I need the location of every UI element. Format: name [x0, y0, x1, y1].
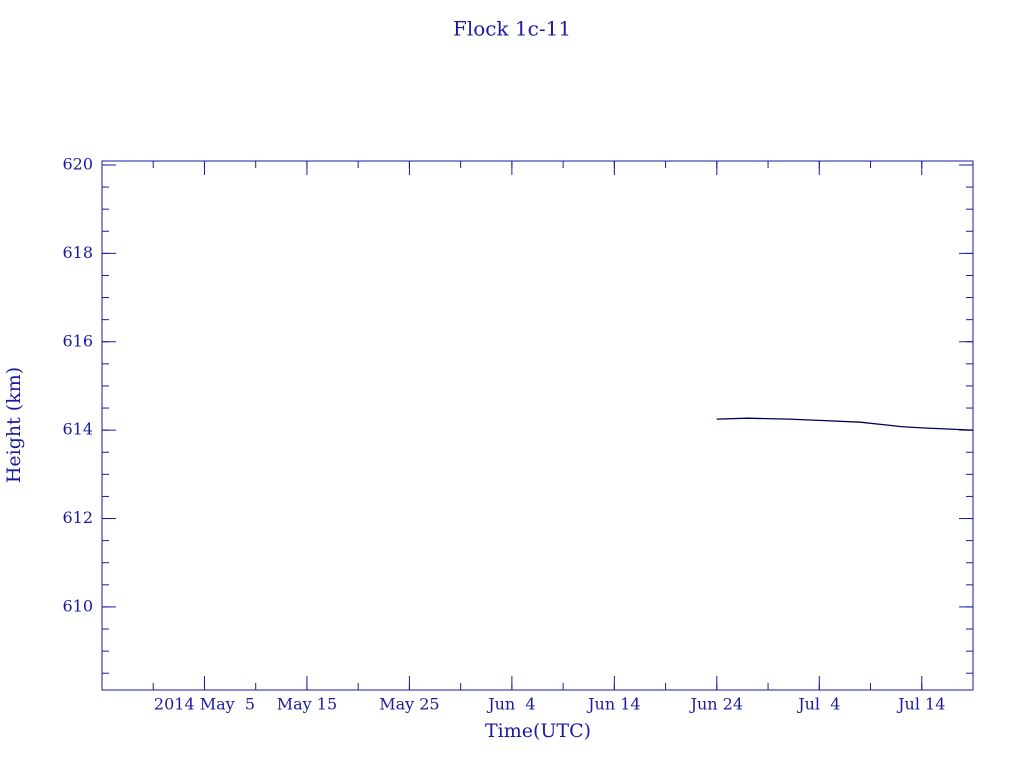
x-tick-label: Jun 4: [486, 695, 535, 714]
x-tick-label: Jun 24: [689, 695, 743, 714]
y-tick-label: 614: [62, 420, 93, 439]
y-tick-label: 610: [62, 596, 93, 615]
x-tick-label: Jun 14: [586, 695, 640, 714]
x-tick-label: May 15: [277, 695, 337, 714]
plot-frame: [101, 160, 974, 691]
x-axis-label: Time(UTC): [485, 720, 591, 742]
y-tick-label: 620: [62, 154, 93, 173]
x-tick-label: 2014 May 5: [154, 695, 255, 714]
y-axis-label: Height (km): [3, 367, 25, 483]
x-tick-label: Jul 14: [896, 695, 945, 714]
y-tick-label: 616: [62, 331, 93, 350]
data-line: [716, 417, 974, 431]
x-tick-label: May 25: [379, 695, 439, 714]
y-tick-label: 612: [62, 508, 93, 527]
x-tick-label: Jul 4: [796, 695, 840, 714]
chart-title: Flock 1c-11: [453, 17, 571, 41]
y-tick-label: 618: [62, 243, 93, 262]
